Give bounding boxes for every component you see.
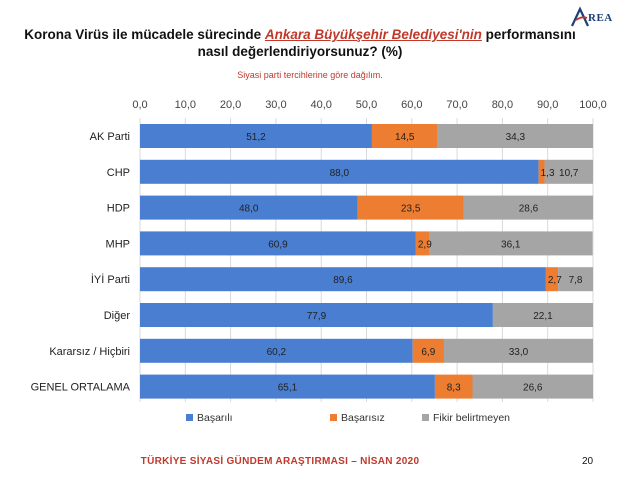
category-label: MHP bbox=[106, 238, 130, 250]
bar-segment bbox=[558, 267, 593, 292]
category-label: CHP bbox=[107, 167, 130, 179]
x-tick-label: 30,0 bbox=[265, 99, 286, 111]
category-label: Diğer bbox=[104, 310, 131, 322]
x-tick-label: 50,0 bbox=[356, 99, 377, 111]
bar-segment bbox=[443, 338, 593, 363]
data-label: 6,9 bbox=[421, 347, 435, 358]
title-highlight: Ankara Büyükşehir Belediyesi'nin bbox=[264, 27, 482, 42]
page-number: 20 bbox=[582, 456, 594, 467]
x-tick-label: 10,0 bbox=[175, 99, 196, 111]
legend-label: Başarılı bbox=[197, 412, 233, 424]
bar-segment bbox=[140, 303, 493, 327]
bar-segment bbox=[434, 374, 473, 399]
chart-subtitle: Siyasi parti tercihlerine göre dağılım. bbox=[237, 70, 383, 80]
category-label: İYİ Parti bbox=[91, 273, 130, 286]
bar-segment bbox=[544, 159, 593, 184]
title-part2: performansını bbox=[481, 27, 576, 42]
data-label: 33,0 bbox=[509, 347, 529, 358]
data-label: 60,9 bbox=[268, 239, 288, 250]
legend-label: Başarısız bbox=[341, 412, 385, 424]
bar-segment bbox=[412, 338, 444, 363]
data-label: 26,6 bbox=[523, 383, 543, 394]
bar-segment bbox=[357, 195, 464, 220]
logo-a-icon bbox=[571, 6, 589, 27]
data-label: 1,3 bbox=[541, 168, 555, 179]
bar-segment bbox=[140, 267, 546, 292]
data-label: 89,6 bbox=[333, 275, 353, 286]
logo-text: REA bbox=[588, 12, 613, 24]
data-label: 51,2 bbox=[246, 132, 266, 143]
bar-segment bbox=[415, 231, 430, 256]
bar-segment bbox=[140, 159, 539, 184]
bar-segment bbox=[538, 159, 545, 184]
x-tick-label: 20,0 bbox=[220, 99, 241, 111]
data-label: 10,7 bbox=[559, 168, 579, 179]
x-tick-label: 70,0 bbox=[446, 99, 467, 111]
data-label: 88,0 bbox=[330, 168, 350, 179]
bar-segment bbox=[463, 195, 593, 220]
x-tick-label: 0,0 bbox=[132, 99, 147, 111]
bar-segment bbox=[472, 374, 593, 399]
x-tick-label: 90,0 bbox=[537, 99, 558, 111]
legend-swatch bbox=[330, 414, 337, 421]
x-tick-label: 40,0 bbox=[310, 99, 331, 111]
title-part1: Korona Virüs ile mücadele sürecinde bbox=[24, 27, 265, 42]
data-label: 8,3 bbox=[447, 383, 461, 394]
bar-segment bbox=[492, 303, 593, 327]
legend-swatch bbox=[186, 414, 193, 421]
bar-segment bbox=[140, 338, 413, 363]
data-label: 48,0 bbox=[239, 204, 259, 215]
title-line2: nasıl değerlendiriyorsunuz? (%) bbox=[197, 44, 403, 59]
bar-segment bbox=[371, 124, 438, 148]
legend-swatch bbox=[422, 414, 429, 421]
data-label: 65,1 bbox=[278, 383, 298, 394]
bar-segment bbox=[140, 124, 372, 148]
chart-title: Korona Virüs ile mücadele sürecinde Anka… bbox=[0, 26, 600, 60]
data-label: 23,5 bbox=[401, 204, 421, 215]
legend-label: Fikir belirtmeyen bbox=[433, 412, 510, 424]
category-label: Kararsız / Hiçbiri bbox=[49, 346, 130, 358]
data-label: 22,1 bbox=[533, 311, 553, 322]
data-label: 34,3 bbox=[506, 132, 526, 143]
x-tick-label: 80,0 bbox=[492, 99, 513, 111]
bar-segment bbox=[429, 231, 593, 256]
bar-segment bbox=[140, 195, 358, 220]
bar-segment bbox=[437, 124, 593, 148]
x-tick-label: 60,0 bbox=[401, 99, 422, 111]
area-logo: REA bbox=[570, 6, 626, 28]
category-label: HDP bbox=[107, 203, 130, 215]
bar-segment bbox=[140, 374, 435, 399]
data-label: 28,6 bbox=[519, 204, 539, 215]
footer-text: TÜRKİYE SİYASİ GÜNDEM ARAŞTIRMASI – NİSA… bbox=[140, 456, 420, 467]
data-label: 2,7 bbox=[548, 275, 562, 286]
data-label: 7,8 bbox=[569, 275, 583, 286]
data-label: 2,9 bbox=[418, 239, 432, 250]
category-label: GENEL ORTALAMA bbox=[31, 382, 131, 394]
data-label: 14,5 bbox=[395, 132, 415, 143]
bar-segment bbox=[140, 231, 416, 256]
data-label: 77,9 bbox=[307, 311, 327, 322]
category-label: AK Parti bbox=[90, 131, 130, 143]
data-label: 60,2 bbox=[267, 347, 287, 358]
bar-segment bbox=[545, 267, 559, 292]
data-label: 36,1 bbox=[501, 239, 521, 250]
x-tick-label: 100,0 bbox=[579, 99, 607, 111]
